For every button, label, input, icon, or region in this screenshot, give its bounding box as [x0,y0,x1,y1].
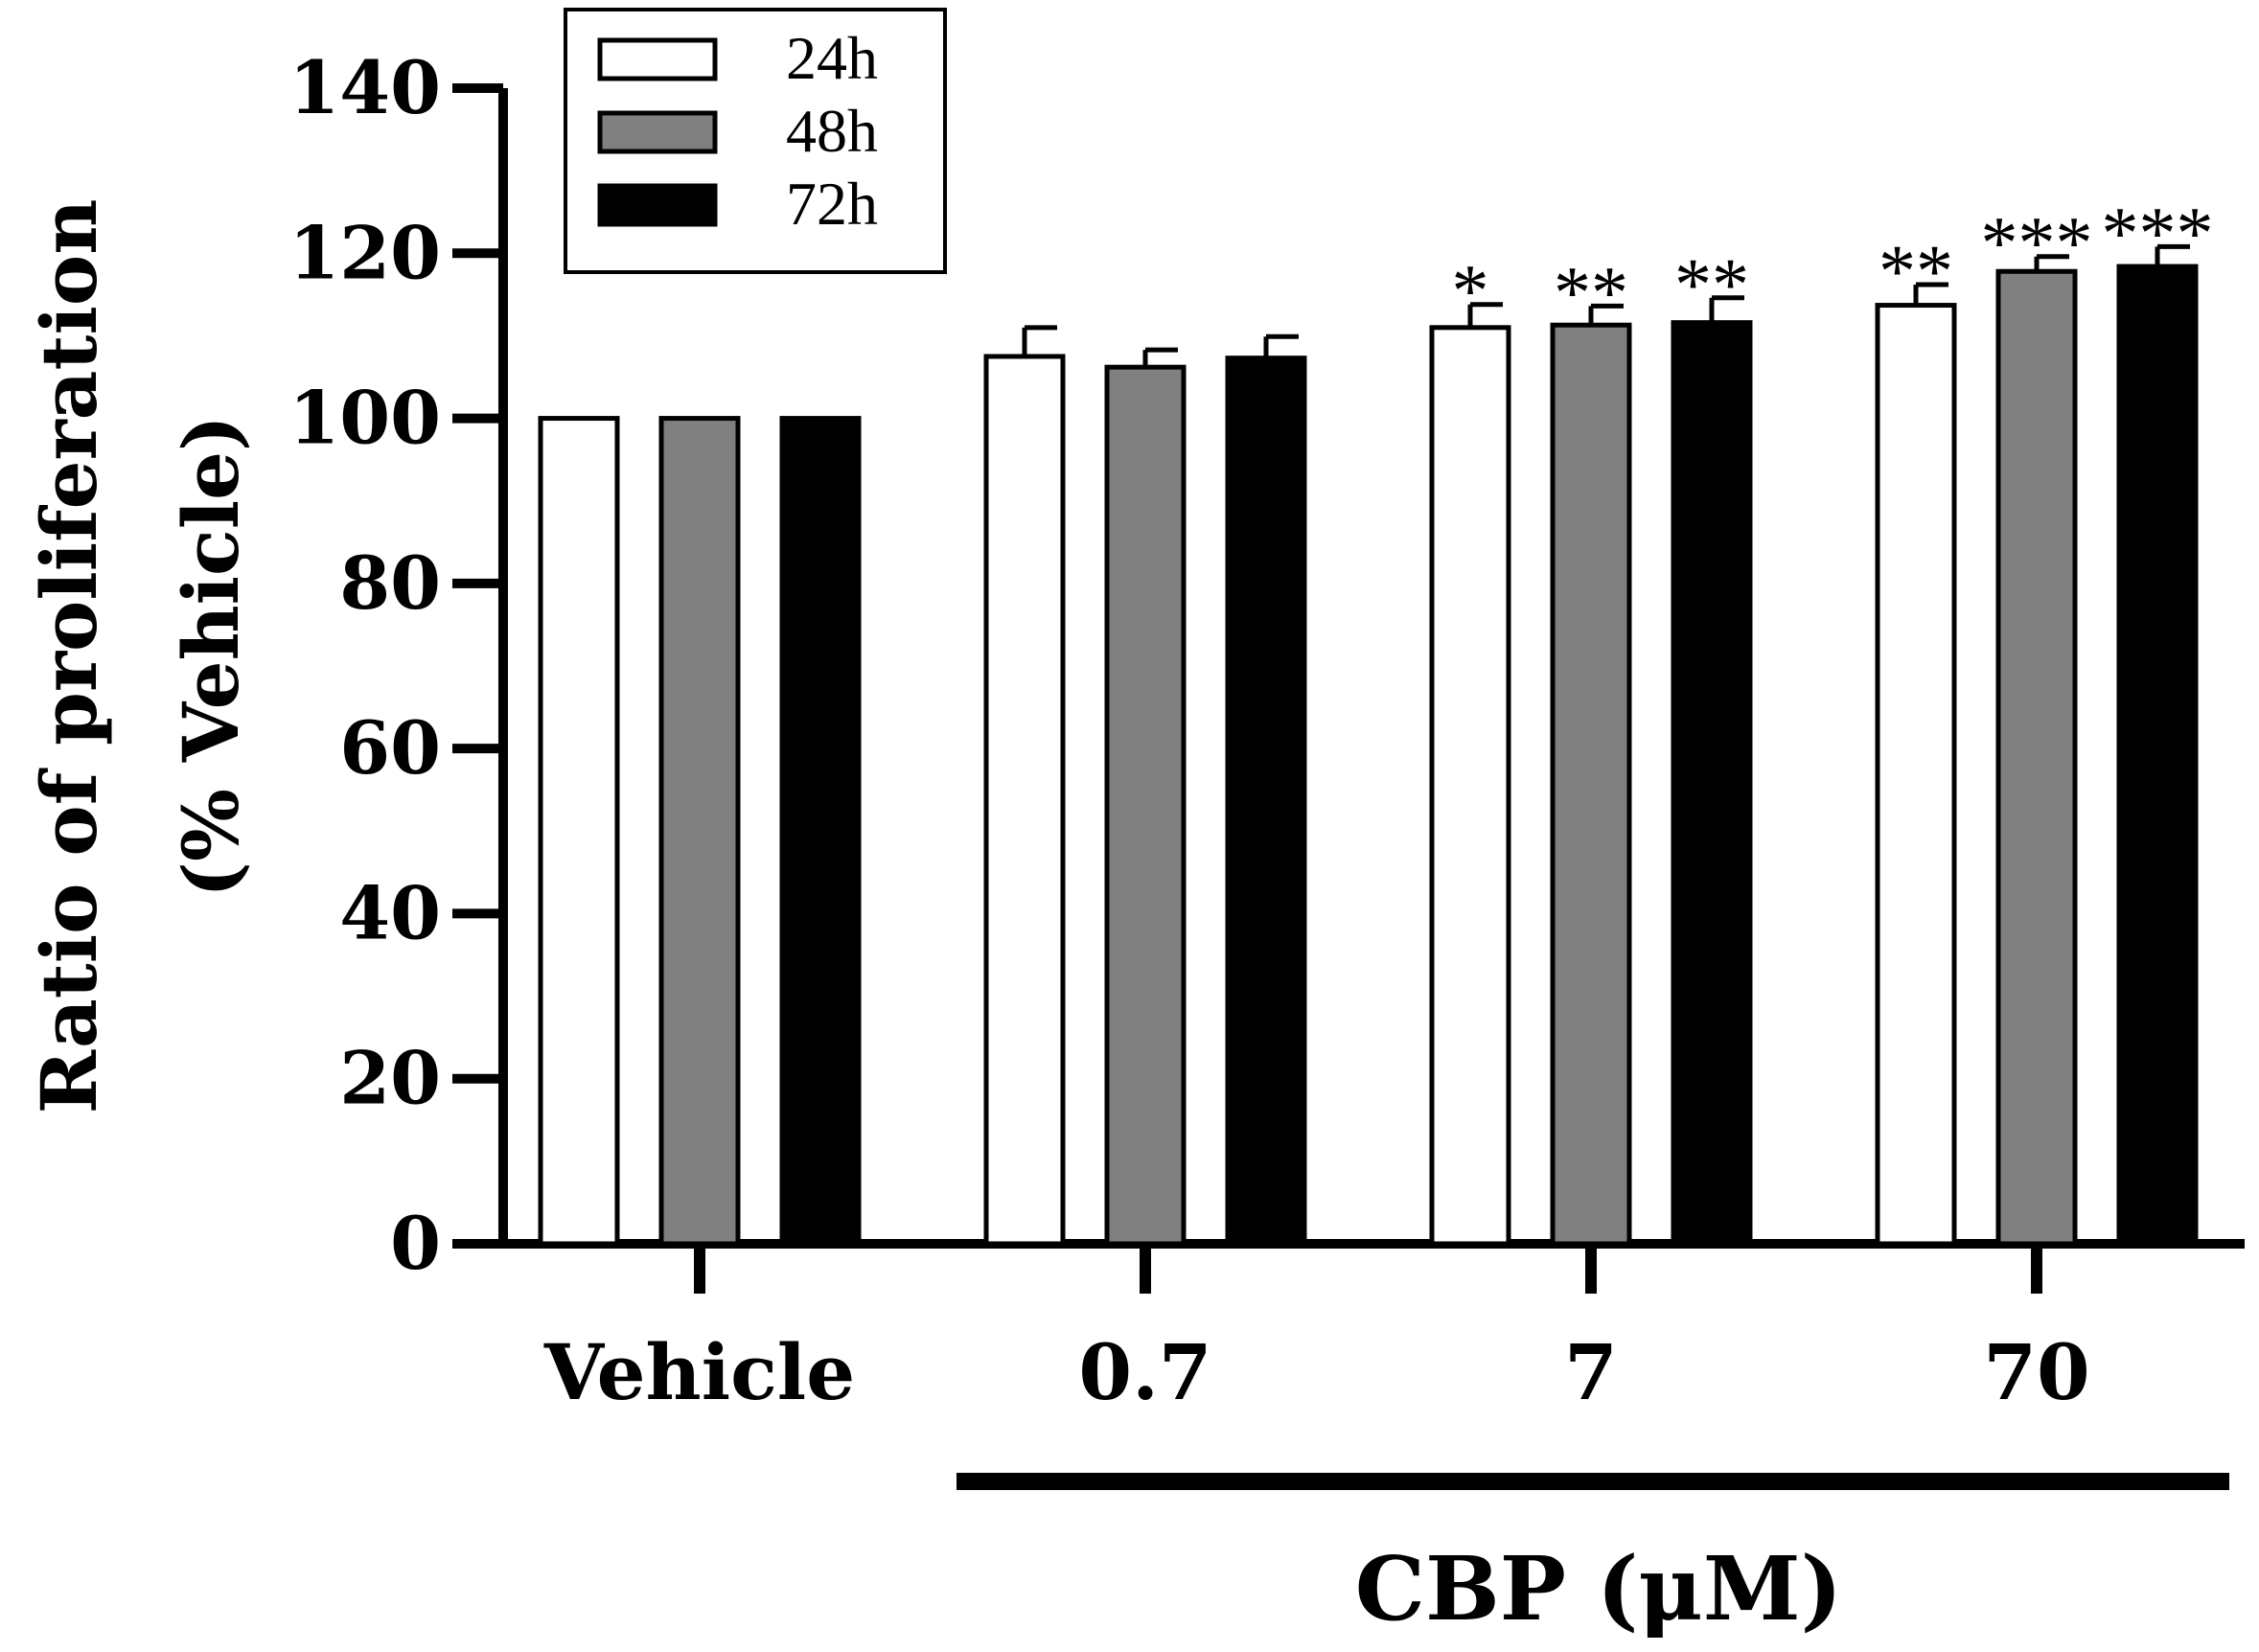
legend-label-24h: 24h [786,24,878,92]
y-tick-label: 20 [339,1036,441,1121]
bar-72h-0.7 [1225,356,1307,1247]
legend-label-72h: 72h [786,170,878,238]
legend-swatch-24h [597,37,718,81]
bar-48h-7 [1550,322,1632,1247]
y-tick-label: 0 [390,1201,441,1286]
y-tick-label: 120 [288,210,441,295]
significance-marker: ** [1879,229,1953,312]
bars-group: * ************ [538,191,2214,1247]
y-axis-label-line2: (% Vehicle) [166,415,256,898]
y-axis-ticks: 0 20 40 60 80 100 120 140 [288,45,503,1286]
x-tick-label: Vehicle [543,1327,855,1417]
bar-72h-7 [1671,320,1753,1247]
bar-48h-0.7 [1104,364,1187,1247]
bar-24h-0.7 [983,354,1066,1247]
bar-48h-Vehicle [658,416,741,1247]
significance-marker: * [1452,249,1489,333]
y-axis-label-line1: Ratio of proliferation [24,199,114,1114]
legend-swatch-72h [597,183,718,227]
significance-marker: *** [2102,191,2214,274]
significance-marker: ** [1554,250,1628,333]
legend-swatch-48h [597,110,718,154]
x-tick-label: 0.7 [1078,1327,1211,1417]
bar-24h-Vehicle [538,416,620,1247]
y-tick-label: 80 [339,540,441,626]
bar-24h-70 [1875,303,1957,1247]
significance-marker: ** [1674,242,1749,326]
x-tick-label: 70 [1983,1327,2089,1417]
y-tick-label: 140 [288,45,441,130]
significance-marker: *** [1981,201,2093,285]
x-axis-label: CBP (μM) [1355,1537,1842,1641]
y-tick-label: 40 [339,870,441,955]
bar-72h-70 [2116,264,2199,1247]
legend-label-48h: 48h [786,97,878,165]
bar-72h-Vehicle [779,416,862,1247]
y-tick-label: 100 [288,376,441,461]
y-axis-label: Ratio of proliferation (% Vehicle) [24,199,256,1114]
x-tick-label: 7 [1564,1327,1618,1417]
bar-48h-70 [1995,268,2078,1247]
y-tick-label: 60 [339,705,441,791]
x-axis-ticks: Vehicle 0.7 7 70 [543,1244,2090,1417]
bar-24h-7 [1429,325,1511,1247]
